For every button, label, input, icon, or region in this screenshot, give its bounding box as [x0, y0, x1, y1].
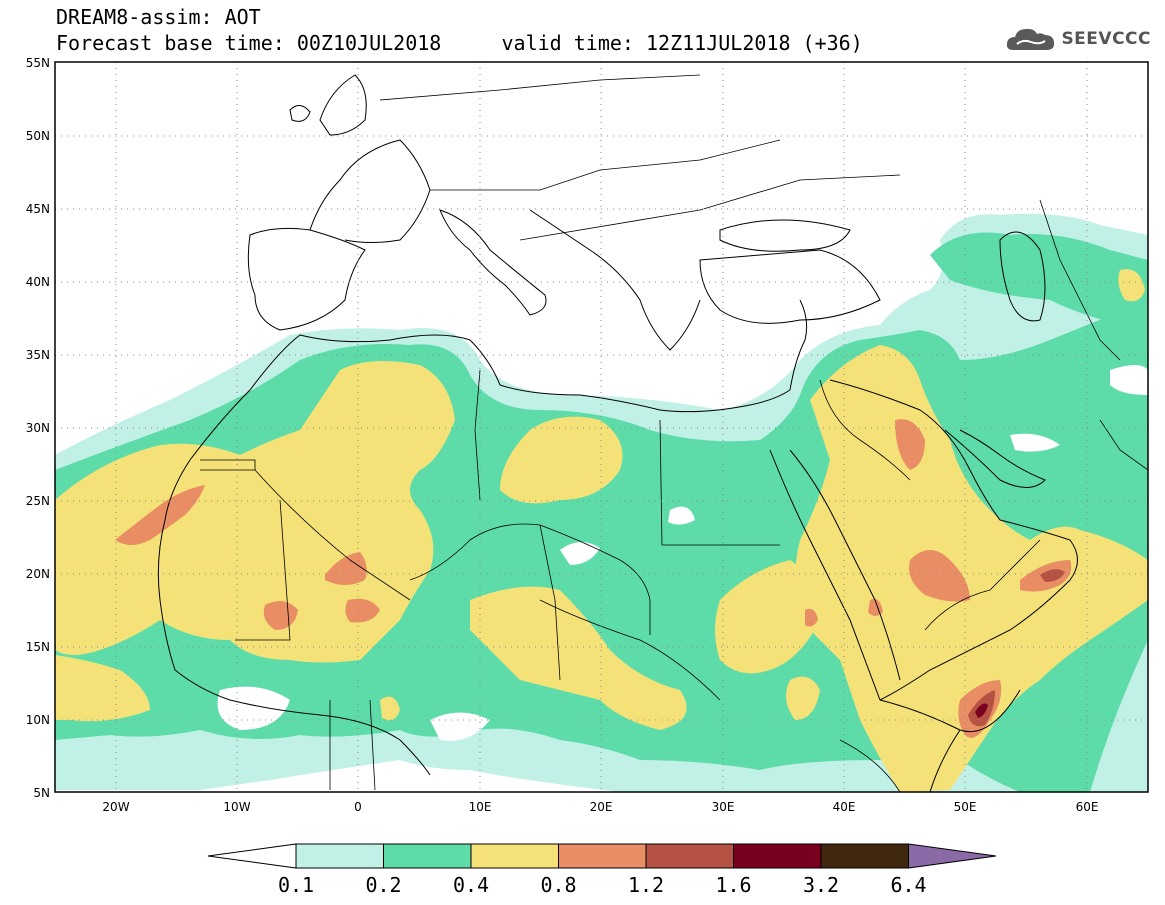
- map-frame: [54, 61, 1149, 793]
- lon-tick-label: 20W: [102, 800, 129, 814]
- colorbar-left-arrow: [207, 843, 297, 869]
- lon-tick-label: 40E: [833, 800, 856, 814]
- lat-tick-label: 30N: [26, 421, 50, 435]
- colorbar-swatch: [383, 843, 472, 869]
- lon-tick-label: 0: [354, 800, 362, 814]
- lat-tick-label: 50N: [26, 129, 50, 143]
- colorbar-swatch: [558, 843, 647, 869]
- lon-tick-label: 50E: [954, 800, 977, 814]
- lon-tick-label: 30E: [712, 800, 735, 814]
- colorbar-swatch: [470, 843, 559, 869]
- colorbar-right-arrow: [908, 843, 997, 869]
- colorbar-label: 0.4: [453, 873, 489, 897]
- seevccc-logo: SEEVCCC: [1005, 24, 1151, 54]
- colorbar-label: 1.6: [715, 873, 751, 897]
- logo-text: SEEVCCC: [1061, 29, 1151, 49]
- lat-axis: 55N 50N 45N 40N 35N 30N 25N 20N 15N 10N …: [26, 56, 50, 800]
- colorbar-label: 3.2: [803, 873, 839, 897]
- colorbar-label: 0.8: [540, 873, 576, 897]
- cloud-icon: [1007, 28, 1055, 50]
- country-borders: [200, 74, 1148, 792]
- lat-tick-label: 40N: [26, 275, 50, 289]
- aot-contour-1.6: [975, 703, 988, 718]
- gridlines: [55, 62, 1148, 792]
- lat-tick-label: 5N: [33, 786, 50, 800]
- colorbar-swatch: [820, 843, 909, 869]
- lat-tick-label: 35N: [26, 348, 50, 362]
- lat-tick-label: 55N: [26, 56, 50, 70]
- lon-axis: 20W 10W 0 10E 20E 30E 40E 50E 60E: [102, 800, 1098, 814]
- lat-tick-label: 45N: [26, 202, 50, 216]
- colorbar-swatch: [295, 843, 384, 869]
- lat-tick-label: 15N: [26, 640, 50, 654]
- lat-tick-label: 10N: [26, 713, 50, 727]
- lon-tick-label: 20E: [590, 800, 613, 814]
- aot-field: [55, 62, 1148, 792]
- lon-tick-label: 60E: [1076, 800, 1099, 814]
- chart-subtitle: Forecast base time: 00Z10JUL2018 valid t…: [56, 31, 863, 55]
- lon-tick-label: 10W: [223, 800, 250, 814]
- colorbar-label: 0.2: [365, 873, 401, 897]
- colorbar-label: 6.4: [890, 873, 926, 897]
- colorbar: 0.1 0.2 0.4 0.8 1.2 1.6 3.2 6.4: [207, 843, 997, 897]
- colorbar-swatch: [733, 843, 822, 869]
- colorbar-label: 0.1: [278, 873, 314, 897]
- colorbar-swatch: [645, 843, 734, 869]
- lat-tick-label: 25N: [26, 494, 50, 508]
- lat-tick-label: 20N: [26, 567, 50, 581]
- coastlines: [157, 74, 1078, 792]
- chart-title: DREAM8-assim: AOT: [56, 5, 261, 29]
- lon-tick-label: 10E: [469, 800, 492, 814]
- colorbar-label: 1.2: [628, 873, 664, 897]
